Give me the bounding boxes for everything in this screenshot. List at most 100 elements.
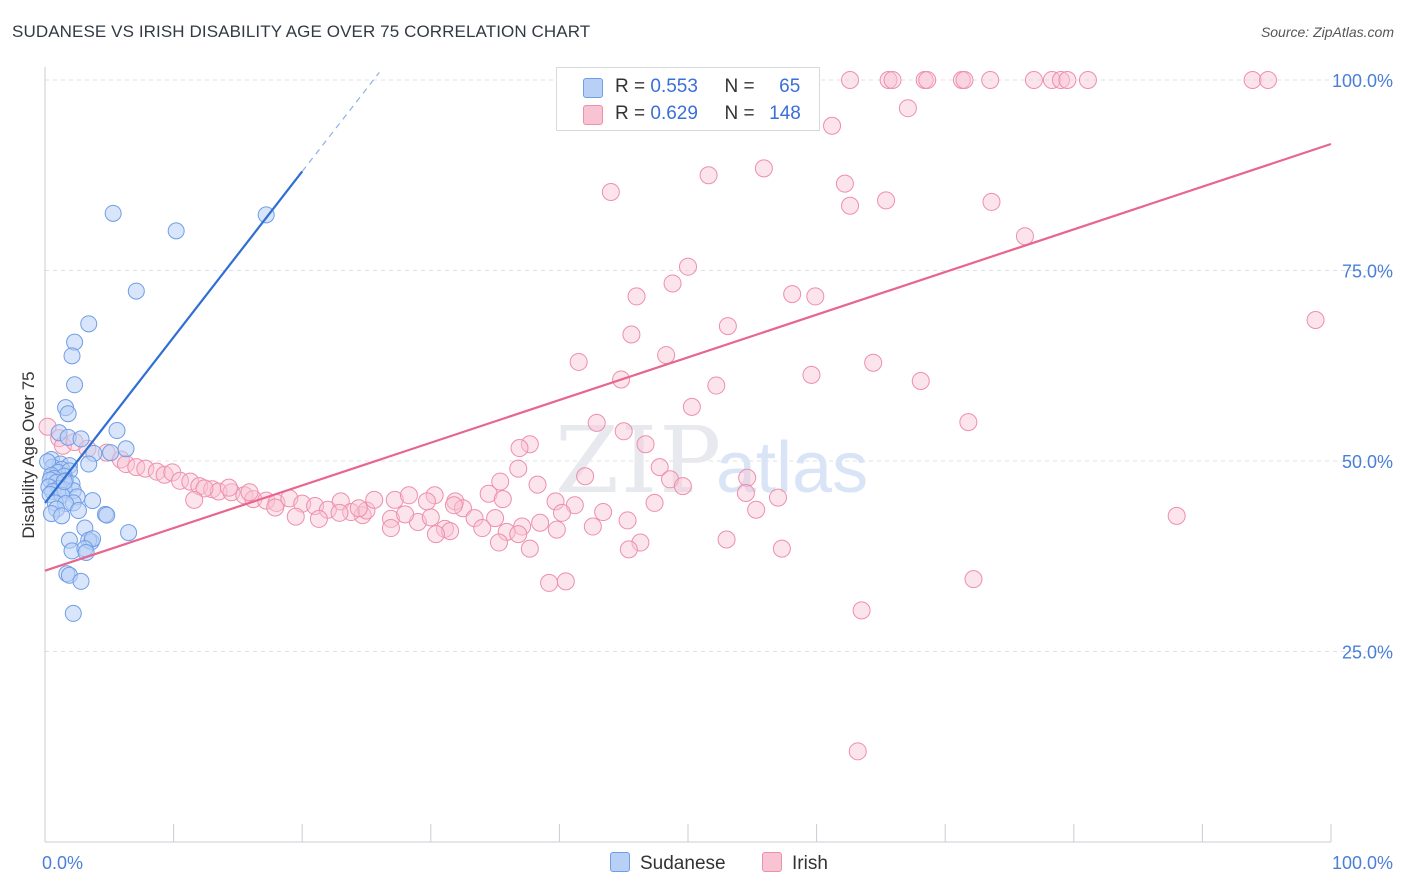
irish-point [171,471,190,490]
sudanese-point [257,206,275,224]
sudanese-point [63,347,81,365]
irish-points [38,71,1325,761]
irish-point [769,488,788,507]
irish-point [266,498,285,517]
irish-point [645,493,664,512]
irish-point [955,71,974,89]
y-tick-label: 100.0% [1332,71,1393,91]
irish-point [219,478,238,497]
irish-point [772,539,791,558]
irish-point [365,490,384,509]
irish-point [673,477,692,496]
irish-point [127,458,146,477]
irish-point [587,413,606,432]
irish-point [650,458,669,477]
irish-point [489,533,508,552]
sudanese-point [69,502,87,520]
irish-point [736,484,755,503]
irish-point [381,519,400,538]
irish-point [1042,71,1061,89]
irish-point [136,459,155,478]
irish-point [754,159,773,178]
sudanese-n-value: 65 [779,76,801,97]
irish-point [679,257,697,276]
irish-point [552,503,571,522]
irish-point [509,525,528,544]
irish-r-label: R = [615,103,646,124]
irish-point [1258,71,1277,89]
sudanese-point [59,405,77,423]
irish-point [806,287,825,306]
sudanese-trend-extension [301,72,380,172]
sudanese-point [167,222,185,240]
y-tick-label: 75.0% [1342,262,1393,282]
irish-point [209,482,228,501]
irish-point [385,490,404,509]
irish-point [583,517,602,536]
sudanese-legend-swatch [610,852,630,872]
irish-point [898,99,917,118]
y-tick-label: 50.0% [1342,452,1393,472]
sudanese-point [80,455,98,473]
trend-lines [44,72,1332,572]
irish-point [636,435,655,454]
sudanese-trend-line [44,170,304,504]
irish-point [240,483,259,502]
irish-point [547,520,566,539]
irish-point [381,509,400,528]
irish-point [783,285,802,304]
irish-point [509,459,528,478]
irish-point [699,166,718,185]
irish-point [841,196,860,215]
irish-n-value: 148 [769,103,801,124]
irish-point [618,511,637,530]
sudanese-legend-label: Sudanese [640,853,726,874]
irish-point [718,317,737,336]
irish-point [195,479,214,498]
grid-lines [45,79,1392,652]
watermark-atlas: atlas [716,428,868,508]
irish-point [486,509,505,528]
irish-point [877,191,896,210]
sudanese-n-label: N = [724,76,755,97]
legend-item-irish[interactable]: Irish [762,852,828,875]
sudanese-point [127,282,145,300]
irish-point [631,533,650,552]
irish-point [426,525,445,544]
legend-item-sudanese[interactable]: Sudanese [610,852,726,875]
irish-point [883,71,902,89]
irish-point [479,484,498,503]
irish-point [1167,506,1186,525]
irish-point [309,509,328,528]
sudanese-point [64,604,82,622]
irish-point [491,472,510,491]
irish-point [286,507,305,526]
irish-point [520,539,539,558]
irish-point [318,500,337,519]
irish-point [576,467,595,486]
irish-point [619,540,638,559]
sudanese-r-value: 0.553 [650,76,698,97]
irish-point [657,346,676,365]
y-tick-label: 25.0% [1342,643,1393,663]
irish-r-value: 0.629 [650,103,698,124]
irish-point [959,413,978,432]
irish-point [622,325,641,344]
irish-point [185,490,204,509]
irish-point [497,522,516,541]
irish-point [848,742,867,761]
irish-point [1078,71,1097,89]
sudanese-point [120,524,138,542]
irish-point [627,287,646,306]
irish-point [520,435,539,454]
irish-point [738,468,757,487]
irish-n-label: N = [724,103,755,124]
irish-point [717,530,736,549]
irish-point [879,71,898,89]
irish-trend-line [44,142,1332,572]
irish-point [707,376,726,395]
irish-point [1306,311,1325,330]
sudanese-swatch [583,78,603,98]
sudanese-point [55,473,73,491]
